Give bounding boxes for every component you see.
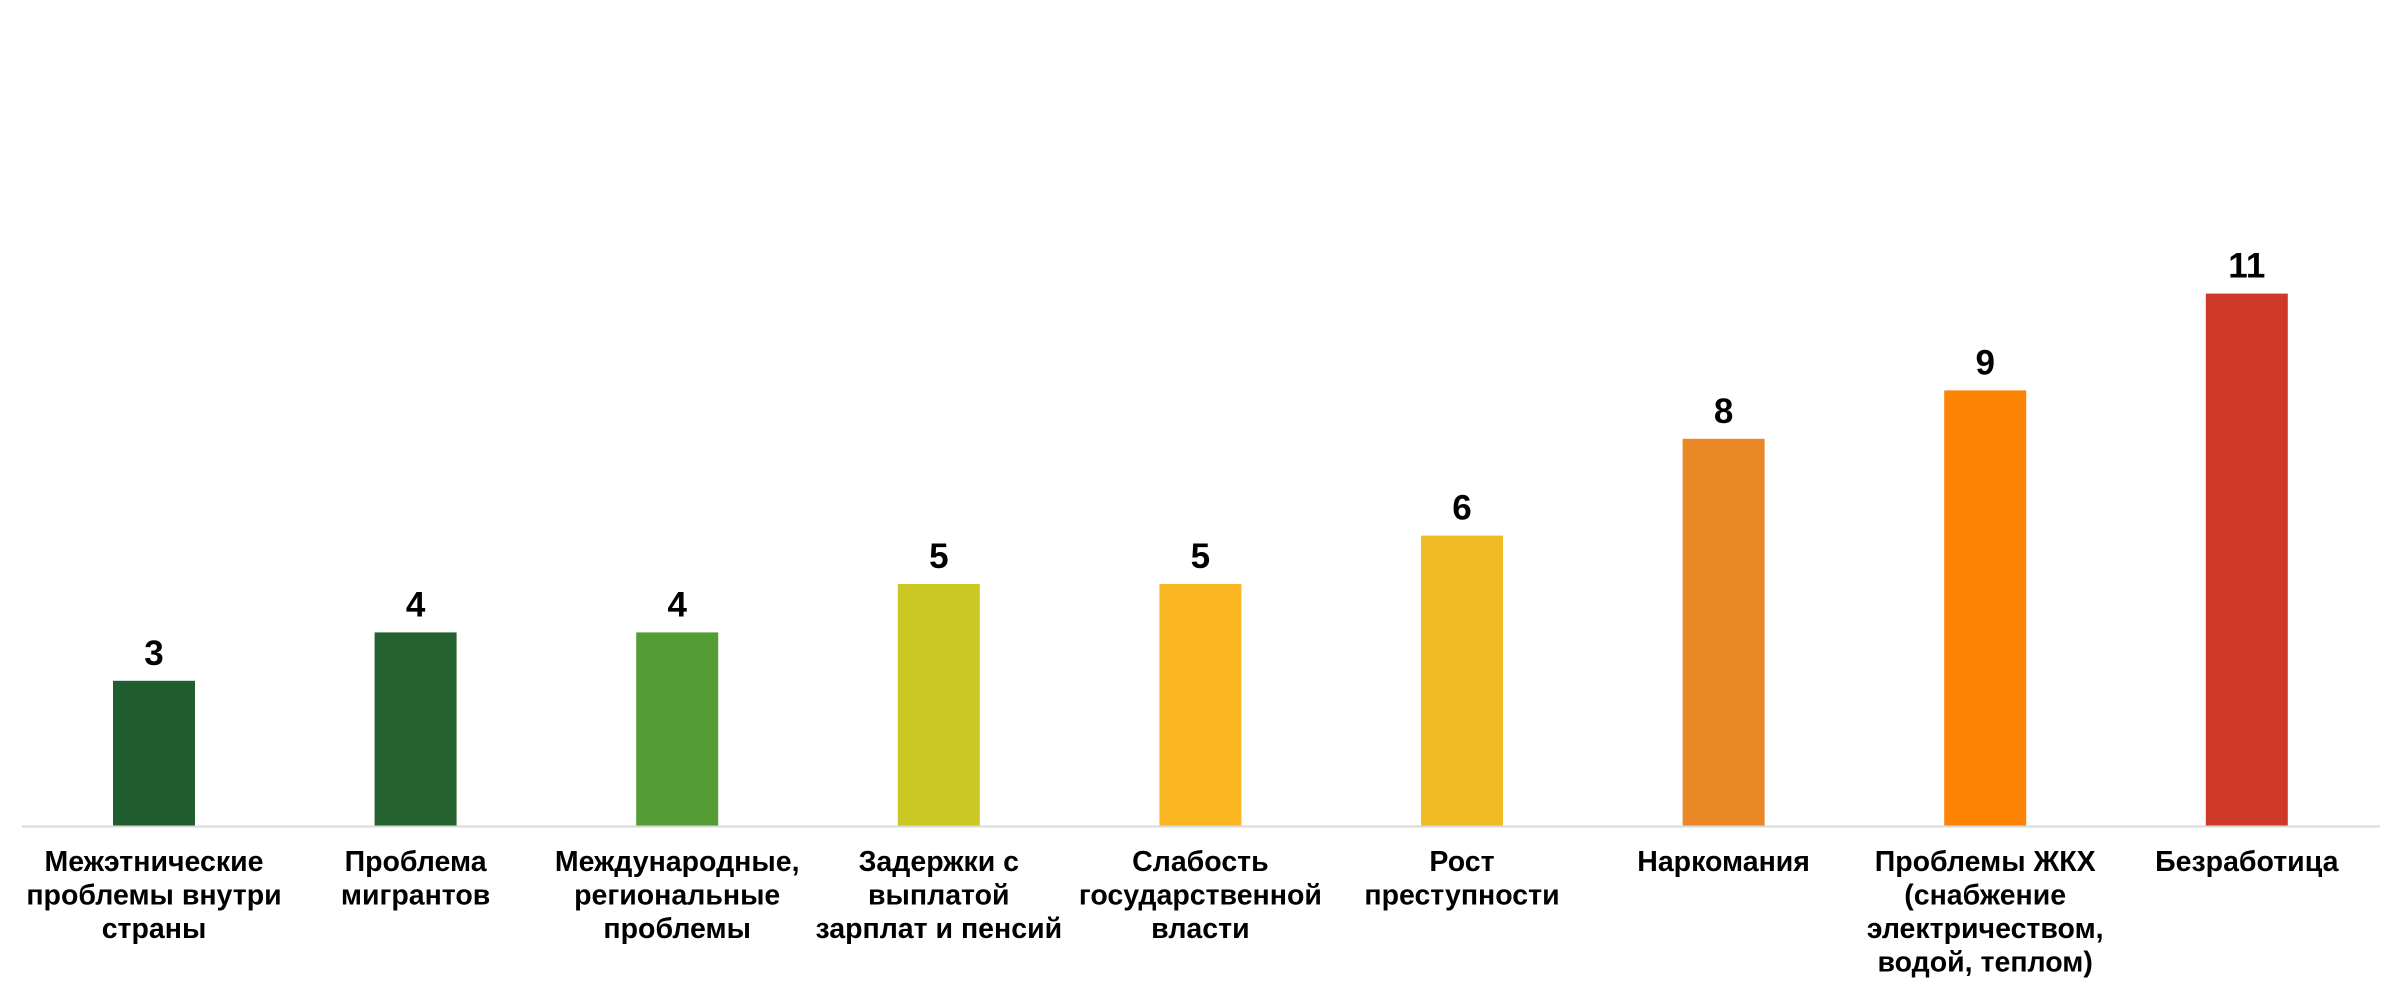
category-label-line: (снабжение [1904, 880, 2066, 912]
category-label-2: Проблема мигрантов [341, 846, 490, 912]
category-label-7: Наркомания [1637, 846, 1810, 878]
bar-9 [2205, 293, 2288, 827]
value-label-4: 5 [929, 537, 948, 576]
value-label-3: 4 [667, 585, 687, 624]
bar-6 [1421, 535, 1503, 826]
category-label-line: Проблема [345, 846, 488, 878]
bar-2 [374, 632, 457, 826]
category-label-line: страны [102, 913, 207, 945]
category-label-line: власти [1151, 913, 1249, 945]
bar-5 [1159, 584, 1242, 826]
category-label-line: зарплат и пенсий [815, 913, 1062, 945]
category-labels-group: Межэтнические проблемы внутри страны Пробле… [26, 846, 2339, 979]
category-label-line: водой, теплом) [1877, 947, 2092, 979]
value-label-2: 4 [406, 585, 426, 624]
category-label-8: Проблемы ЖКХ (снабжение электричеством, вод… [1867, 846, 2104, 979]
category-label-9: Безработица [2155, 846, 2339, 878]
category-label-line: проблемы внутри [26, 880, 281, 912]
value-labels-group: 3 4 4 5 5 6 8 9 11 [144, 247, 2265, 673]
category-label-line: Слабость [1132, 846, 1269, 878]
value-label-9: 11 [2228, 247, 2265, 286]
category-label-1: Межэтнические проблемы внутри страны [26, 846, 281, 945]
category-label-line: выплатой [868, 880, 1010, 912]
value-label-7: 8 [1714, 392, 1733, 431]
category-label-line: региональные [574, 880, 780, 912]
category-label-line: государственной [1079, 880, 1322, 912]
category-label-line: электричеством, [1867, 913, 2104, 945]
bar-8 [1944, 390, 2027, 826]
bars-group [113, 293, 2288, 827]
category-label-line: мигрантов [341, 880, 490, 912]
category-label-line: Международные, [555, 846, 800, 878]
category-label-line: Задержки с [859, 846, 1020, 878]
category-label-line: Безработица [2155, 846, 2339, 878]
category-label-line: преступности [1364, 880, 1559, 912]
value-label-1: 3 [144, 634, 163, 673]
category-label-line: Наркомания [1637, 846, 1810, 878]
bar-4 [897, 584, 980, 826]
value-label-6: 6 [1452, 489, 1471, 528]
category-label-3: Международные, региональные проблемы [555, 846, 800, 945]
bar-1 [113, 680, 195, 826]
bar-7 [1682, 438, 1765, 826]
category-label-line: Рост [1429, 846, 1494, 878]
category-label-line: Проблемы ЖКХ [1875, 846, 2096, 878]
category-label-line: проблемы [603, 913, 751, 945]
value-label-5: 5 [1191, 537, 1210, 576]
category-label-5: Слабость государственной власти [1079, 846, 1322, 945]
category-label-line: Межэтнические [45, 846, 264, 878]
value-label-8: 9 [1975, 343, 1994, 382]
bar-3 [636, 632, 719, 826]
category-label-6: Рост преступности [1364, 846, 1559, 912]
category-label-4: Задержки с выплатой зарплат и пенсий [815, 846, 1062, 945]
